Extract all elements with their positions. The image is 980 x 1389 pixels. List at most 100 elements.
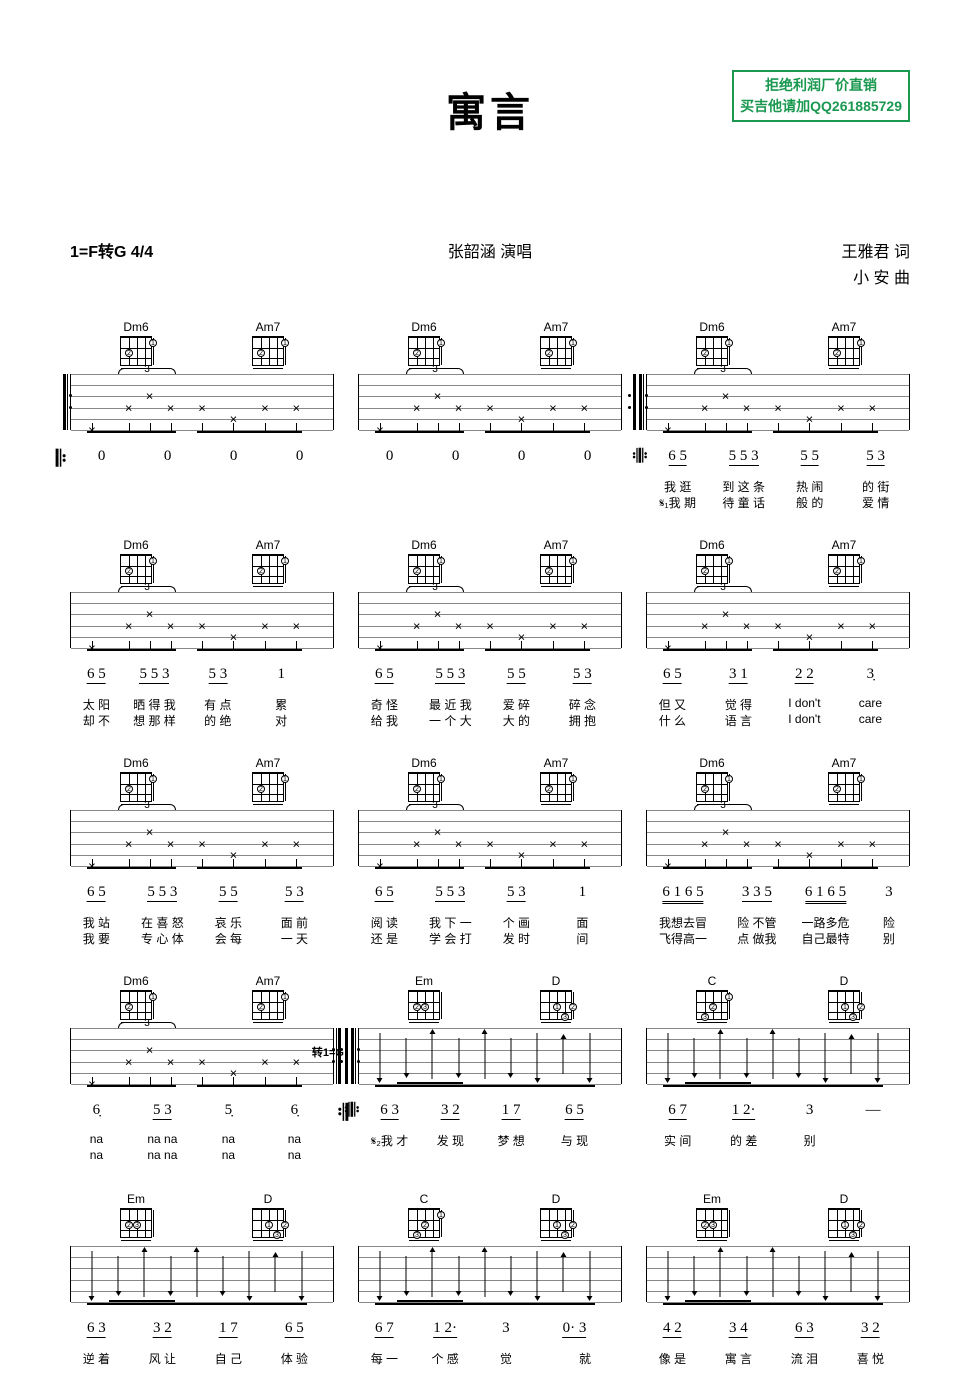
- chord-name: Am7: [256, 538, 281, 552]
- lyric: 专 心 体: [141, 930, 184, 947]
- lyric: 但 又: [659, 696, 686, 713]
- chord-name: Dm6: [411, 320, 436, 334]
- music-systems: Dm621Am7213××××××××𝄆0000Dm621Am7213×××××…: [70, 320, 910, 1366]
- lyric: 会 每: [215, 930, 242, 947]
- chord-name: Am7: [832, 538, 857, 552]
- lyric: 像 是: [659, 1350, 686, 1367]
- lyric: 阅 读: [371, 914, 398, 931]
- lyric: 觉 得: [725, 696, 752, 713]
- measure: Dm621Am7213××××××××6 55 5 35 55 3我 站在 喜 …: [70, 756, 334, 946]
- lyric: 我想去冒: [659, 914, 707, 931]
- lyric: 自己最特: [802, 930, 850, 947]
- lyricist: 王雅君 词: [630, 238, 910, 262]
- chord-name: Dm6: [411, 756, 436, 770]
- lyric: 爱 碎: [503, 696, 530, 713]
- lyric: 拥 抱: [569, 712, 596, 729]
- chord-name: Dm6: [123, 756, 148, 770]
- chord-name: Dm6: [699, 538, 724, 552]
- measure: Dm621Am7213××××××××6 55 5 35 31太 阳晒 得 我有…: [70, 538, 334, 728]
- lyric: 在 喜 怒: [141, 914, 184, 931]
- chord-name: Am7: [544, 756, 569, 770]
- chord-name: D: [552, 1192, 561, 1206]
- lyric: 还 是: [371, 930, 398, 947]
- lyric: 的 街: [862, 478, 889, 495]
- lyric: 𝄋₂我 才: [371, 1132, 408, 1149]
- lyric: na: [222, 1148, 235, 1162]
- lyric: 发 现: [437, 1132, 464, 1149]
- measure: Dm621Am7213××××××××6 55 5 35 55 3奇 怪最 近 …: [358, 538, 622, 728]
- lyric: 一 天: [281, 930, 308, 947]
- key-signature: 1=F转G 4/4: [70, 238, 350, 262]
- lyric: 累: [275, 696, 287, 713]
- lyric: 喜 悦: [857, 1350, 884, 1367]
- lyric: 就: [579, 1350, 591, 1367]
- lyric: na: [288, 1132, 301, 1146]
- lyric: 面: [576, 914, 588, 931]
- chord-name: Dm6: [123, 320, 148, 334]
- lyric: 我 下 一: [429, 914, 472, 931]
- lyric: care: [859, 696, 882, 710]
- meta-row: 1=F转G 4/4 张韶涵 演唱 王雅君 词 小 安 曲: [70, 238, 910, 290]
- chord-name: Am7: [832, 320, 857, 334]
- lyric: 体 验: [281, 1350, 308, 1367]
- lyric: 却 不: [83, 712, 110, 729]
- lyric: 学 会 打: [429, 930, 472, 947]
- lyric: I don't: [788, 696, 820, 710]
- lyric: 般 的: [796, 494, 823, 511]
- lyric: 实 间: [664, 1132, 691, 1149]
- chord-name: Dm6: [123, 538, 148, 552]
- lyric: 我 站: [83, 914, 110, 931]
- chord-name: C: [420, 1192, 429, 1206]
- chord-name: Em: [703, 1192, 721, 1206]
- measure: Dm621Am7213××××××××𝄆0000: [70, 320, 334, 510]
- ad-line-2: 买吉他请加QQ261885729: [740, 96, 902, 117]
- measure: Dm621Am7213××××××××0000: [358, 320, 622, 510]
- lyric: na: [288, 1148, 301, 1162]
- lyric: 有 点: [204, 696, 231, 713]
- lyric: 我 逛: [664, 478, 691, 495]
- measure: C321D1326 71 2·3—实 间的 差别: [646, 974, 910, 1164]
- chord-name: Em: [127, 1192, 145, 1206]
- lyric: 逆 着: [83, 1350, 110, 1367]
- lyric: 觉: [500, 1350, 512, 1367]
- chord-name: Em: [415, 974, 433, 988]
- system: Em23D1326 33 21 76 5逆 着风 让自 己体 验C321D132…: [70, 1192, 910, 1366]
- lyric: 什 么: [659, 712, 686, 729]
- measure: Em23D1324 23 46 33 2像 是寓 言流 泪喜 悦: [646, 1192, 910, 1366]
- lyric: 太 阳: [83, 696, 110, 713]
- ad-line-1: 拒绝利润厂价直销: [740, 75, 902, 96]
- lyric: 想 那 样: [133, 712, 176, 729]
- chord-name: D: [840, 1192, 849, 1206]
- lyric: 奇 怪: [371, 696, 398, 713]
- lyric: 𝄋₁我 期: [659, 494, 696, 511]
- lyric: 每 一: [371, 1350, 398, 1367]
- chord-name: Dm6: [411, 538, 436, 552]
- lyric: 语 言: [725, 712, 752, 729]
- lyric: 个 画: [503, 914, 530, 931]
- lyric: 哀 乐: [215, 914, 242, 931]
- lyric: 碎 念: [569, 696, 596, 713]
- lyric: care: [859, 712, 882, 726]
- lyric: 个 感: [431, 1350, 458, 1367]
- lyric: na na: [147, 1132, 177, 1146]
- system: Dm621Am7213××××××××6 55 5 35 31太 阳晒 得 我有…: [70, 538, 910, 728]
- lyric: na na: [147, 1148, 177, 1162]
- lyric: 晒 得 我: [133, 696, 176, 713]
- system: Dm621Am7213××××××××转1=G𝄇6̣5 35̣6̣nana na…: [70, 974, 910, 1164]
- lyric: I don't: [788, 712, 820, 726]
- lyric: 对: [275, 712, 287, 729]
- lyric: 热 闹: [796, 478, 823, 495]
- system: Dm621Am7213××××××××6 55 5 35 55 3我 站在 喜 …: [70, 756, 910, 946]
- ad-box: 拒绝利润厂价直销 买吉他请加QQ261885729: [732, 70, 910, 122]
- lyric: 流 泪: [791, 1350, 818, 1367]
- chord-name: Am7: [256, 320, 281, 334]
- lyric: 发 时: [503, 930, 530, 947]
- measure: Em23D132𝄇𝄆6 33 21 76 5𝄋₂我 才发 现梦 想与 现: [358, 974, 622, 1164]
- lyric: 梦 想: [497, 1132, 524, 1149]
- lyric: 间: [576, 930, 588, 947]
- measure: Dm621Am7213××××××××6 1 6 53 3 56 1 6 53我…: [646, 756, 910, 946]
- lyric: 险: [883, 914, 895, 931]
- lyric: 到 这 条: [722, 478, 765, 495]
- lyric: 待 童 话: [722, 494, 765, 511]
- lyric: 大 的: [503, 712, 530, 729]
